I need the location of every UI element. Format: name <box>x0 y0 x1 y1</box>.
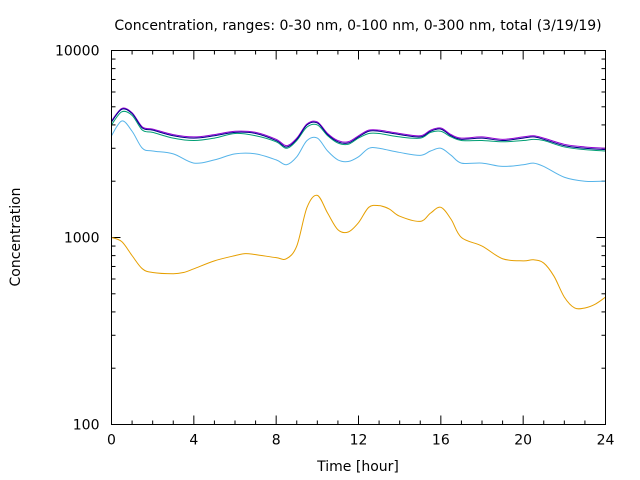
x-tick-label: 20 <box>514 433 532 449</box>
series-line-4 <box>111 107 606 149</box>
x-tick-label: 24 <box>597 433 615 449</box>
series-layer <box>111 107 606 310</box>
x-tick-label: 8 <box>272 433 281 449</box>
x-tick-label: 16 <box>432 433 450 449</box>
chart-title: Concentration, ranges: 0-30 nm, 0-100 nm… <box>114 18 601 34</box>
plot-area-border <box>111 50 606 425</box>
y-tick-label: 10000 <box>55 44 100 60</box>
y-tick-label: 1000 <box>64 231 100 247</box>
series-line-5 <box>111 108 606 151</box>
axis-ticks: 0 4 8 12 16 20 24 100 1000 10000 <box>55 44 615 449</box>
series-line-1 <box>111 194 606 310</box>
x-tick-label: 12 <box>350 433 368 449</box>
y-tick-label: 100 <box>73 418 100 434</box>
x-axis-label: Time [hour] <box>316 459 399 475</box>
x-tick-label: 0 <box>107 433 116 449</box>
series-line-3 <box>111 110 606 152</box>
series-line-2 <box>111 120 606 183</box>
y-axis-label: Concentration <box>8 187 24 286</box>
x-tick-label: 4 <box>189 433 198 449</box>
